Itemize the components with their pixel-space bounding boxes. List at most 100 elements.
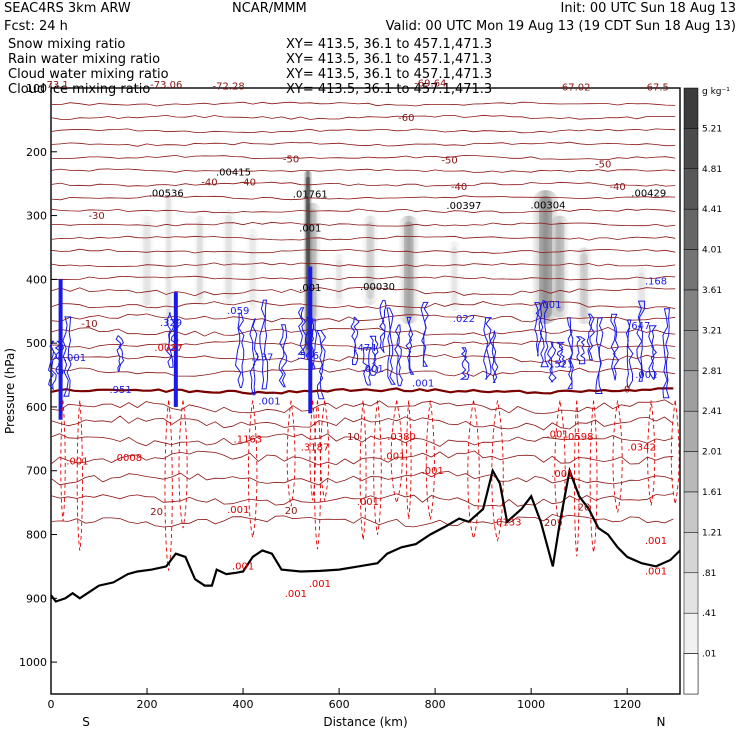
x-axis-label: Distance (km) xyxy=(323,715,407,729)
isotherm xyxy=(50,493,674,507)
snow-plume-core xyxy=(580,253,588,319)
cloud-water-contour xyxy=(394,324,403,387)
x-tick-label: 1000 xyxy=(517,698,545,711)
isotherm xyxy=(50,181,676,187)
cloud-water-contour xyxy=(662,308,671,399)
rain-water-contour xyxy=(589,400,598,553)
rain-water-contour xyxy=(247,400,258,538)
snow-plume-core xyxy=(555,221,565,312)
cloud-water-contour xyxy=(489,330,499,383)
colorbar-cell xyxy=(683,330,699,372)
isotherm xyxy=(50,114,676,120)
rain-water-contour xyxy=(467,400,480,541)
temperature-label: -40 xyxy=(609,182,625,193)
valid-time: Valid: 00 UTC Mon 19 Aug 13 (19 CDT Sun … xyxy=(386,19,736,34)
snow-ice-max-label: .01761 xyxy=(293,190,328,201)
cloud-water-max-label: .329 xyxy=(160,318,182,329)
cloud-water-max-label: .137 xyxy=(251,352,273,363)
rain-max-label: .0133 xyxy=(493,518,522,529)
rain-water-contour xyxy=(76,400,83,551)
contour-labels: -73.1 -73.06 -72.28 -69.64 -67.02 -67.5 -60 -50… xyxy=(43,79,669,600)
snow-plume xyxy=(633,266,650,318)
field-snow-xy: XY= 413.5, 36.1 to 457.1,471.3 xyxy=(286,37,492,52)
y-tick-label: 800 xyxy=(26,529,47,542)
colorbar-label: 3.61 xyxy=(702,286,722,296)
cloud-water-contour xyxy=(625,319,634,388)
rain-water-contour xyxy=(574,400,580,557)
colorbar-cell xyxy=(683,128,699,170)
cloud-water-max-label: .059 xyxy=(227,306,249,317)
colorbar: 5.21 4.81 4.41 4.01 3.61 3.21 2.81 2.41 2.01 1.61… xyxy=(683,87,730,695)
rain-max-label: .001 xyxy=(309,579,331,590)
colorbar-label: 1.21 xyxy=(702,528,722,538)
snow-plume xyxy=(162,190,175,325)
colorbar-cell xyxy=(683,572,699,614)
colorbar-cell xyxy=(683,612,699,654)
snow-ice-max-label: .00030 xyxy=(360,282,395,293)
rain-water-contour xyxy=(60,400,66,522)
isotherm xyxy=(50,275,676,281)
x-tick-label: 800 xyxy=(425,698,446,711)
rain-water-contour xyxy=(359,400,367,540)
colorbar-cell xyxy=(683,532,699,574)
cloud-water-contour xyxy=(420,301,429,367)
cloud-water-contour xyxy=(575,336,586,365)
rain-max-label: .0342 xyxy=(627,442,656,453)
snow-plume-core xyxy=(249,234,256,305)
colorbar-cell xyxy=(683,451,699,493)
isotherm xyxy=(50,195,676,201)
rain-max-label: .001 xyxy=(546,430,568,441)
isotherm xyxy=(50,168,676,173)
cloud-water-contour xyxy=(379,299,387,353)
temperature-label: -30 xyxy=(88,211,104,222)
colorbar-label: 5.21 xyxy=(702,124,722,134)
snow-ice-max-label: .00429 xyxy=(631,188,666,199)
y-tick-label: 500 xyxy=(26,337,47,350)
cloud-water-contour xyxy=(362,347,372,386)
rain-water-contour xyxy=(314,400,321,550)
rain-water-contour xyxy=(554,400,566,531)
rain-max-label: .0008 xyxy=(114,453,143,464)
cloud-water-contour xyxy=(234,312,245,388)
snow-ice-max-label: .001 xyxy=(299,283,321,294)
snow-plume-core xyxy=(539,196,553,319)
isotherm xyxy=(50,141,676,147)
snow-ice-max-label: .00415 xyxy=(216,167,251,178)
rain-water-contour xyxy=(320,400,330,501)
temperature-label: -72.28 xyxy=(213,81,245,92)
forecast-hour: Fcst: 24 h xyxy=(4,19,68,34)
rain-max-label: .001 xyxy=(422,466,444,477)
temperature-label: 20 xyxy=(578,502,591,513)
cloud-water-max-label: .001 xyxy=(539,300,561,311)
y-tick-label: 200 xyxy=(26,146,47,159)
colorbar-cell xyxy=(683,410,699,452)
rain-water-contour xyxy=(612,400,623,513)
colorbar-label: 2.81 xyxy=(702,367,722,377)
isotherm xyxy=(50,221,676,227)
isotherm xyxy=(50,101,676,107)
snow-ice-max-label: .00397 xyxy=(446,201,481,212)
rain-max-label: .001 xyxy=(645,567,667,578)
isotherm xyxy=(50,154,676,161)
snow-ice-max-label: .00536 xyxy=(149,188,184,199)
cloud-water-max-label: .001 xyxy=(412,379,434,390)
cloud-water-max-label: .001 xyxy=(635,370,657,381)
cloud-water-contour xyxy=(308,318,318,370)
rain-water-contour xyxy=(178,400,188,529)
snow-plume xyxy=(398,215,420,325)
cloud-water-contour xyxy=(165,312,175,368)
cloud-water-contour xyxy=(259,299,269,390)
cloud-water-max-label: .647 xyxy=(628,321,650,332)
snow-plume-core xyxy=(451,247,458,306)
rain-max-label: .001 xyxy=(66,456,88,467)
snow-ice-max-label: .001 xyxy=(299,224,321,235)
snow-plume-core xyxy=(225,215,233,299)
rain-water-contour xyxy=(491,400,504,542)
x-tick-label: 1200 xyxy=(613,698,641,711)
cloud-water-max-label: .001 xyxy=(258,396,280,407)
rain-water-contour xyxy=(647,400,656,506)
cloud-water-contour xyxy=(405,317,415,375)
cloud-water-contour xyxy=(595,317,604,394)
temperature-label: 20 xyxy=(150,507,163,518)
temperature-label: -67.02 xyxy=(558,83,590,94)
